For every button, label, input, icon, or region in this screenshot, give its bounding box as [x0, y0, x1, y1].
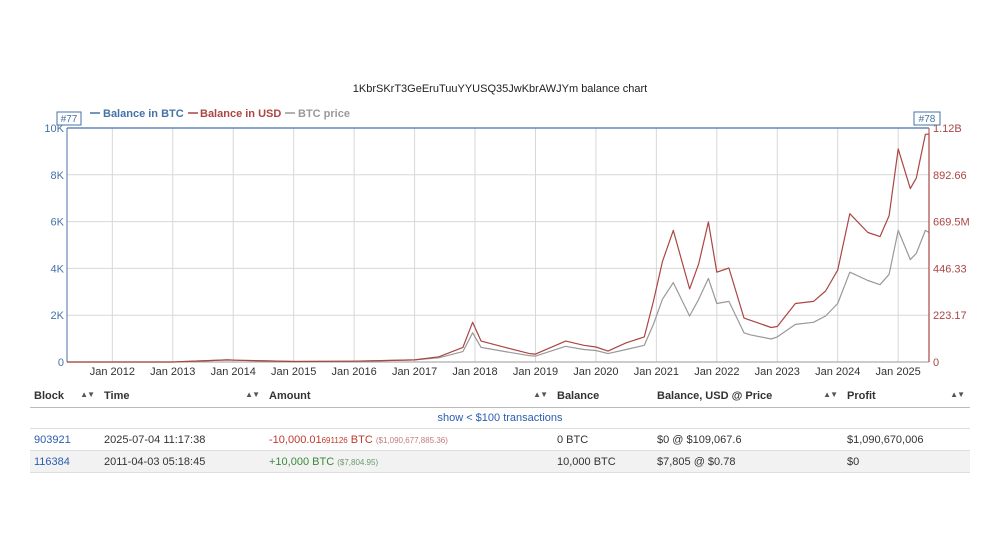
tx-balance-usd: $7,805 @ $0.78 — [657, 455, 736, 468]
y-right-tick-label: 669.5M — [933, 217, 970, 229]
x-tick-label: Jan 2024 — [815, 366, 860, 378]
col-time-header[interactable]: Time ▲▼ — [104, 390, 260, 402]
grid-lines — [66, 127, 930, 363]
table-header: Block ▲▼ Time ▲▼ Amount ▲▼ Balance Balance,… — [30, 385, 970, 408]
y-right-tick-label: 0 — [933, 357, 939, 369]
x-tick-label: Jan 2016 — [331, 366, 376, 378]
table-row: 903921 2025-07-04 11:17:38 -10,000.01691… — [30, 429, 970, 451]
col-balance-usd-header[interactable]: Balance, USD @ Price ▲▼ — [657, 390, 838, 402]
y-left-tick-label: 6K — [51, 217, 65, 229]
x-tick-label: Jan 2022 — [694, 366, 739, 378]
col-block-header[interactable]: Block ▲▼ — [34, 390, 95, 402]
legend-balance-btc[interactable]: Balance in BTC — [103, 108, 184, 120]
sort-icon[interactable]: ▲▼ — [823, 390, 838, 399]
legend-btc-price[interactable]: BTC price — [298, 108, 350, 120]
col-balance-header[interactable]: Balance — [557, 390, 600, 402]
show-small-transactions-row: show < $100 transactions — [30, 408, 970, 429]
show-small-transactions-link[interactable]: show < $100 transactions — [437, 412, 563, 424]
x-tick-label: Jan 2017 — [392, 366, 437, 378]
chart-title: 1KbrSKrT3GeEruTuuYYUSQ35JwKbrAWJYm balan… — [353, 83, 647, 95]
y-right-tick-label: 446.33 — [933, 263, 967, 275]
y-right-tick-label: 1.12B — [933, 123, 962, 135]
balance-chart: 1KbrSKrT3GeEruTuuYYUSQ35JwKbrAWJYm balan… — [44, 83, 970, 378]
block-link[interactable]: 903921 — [34, 433, 71, 446]
y-right-tick-label: 892.66 — [933, 170, 967, 182]
x-tick-label: Jan 2013 — [150, 366, 195, 378]
x-tick-label: Jan 2014 — [211, 366, 256, 378]
tx-profit: $1,090,670,006 — [847, 433, 924, 446]
x-tick-label: Jan 2020 — [573, 366, 618, 378]
transactions-table: Block ▲▼ Time ▲▼ Amount ▲▼ Balance Balance,… — [30, 385, 970, 473]
sort-icon[interactable]: ▲▼ — [950, 390, 965, 399]
tx-amount: +10,000 BTC ($7,804.95) — [269, 455, 379, 468]
tx-time: 2011-04-03 05:18:45 — [104, 455, 206, 468]
y-left-tick-label: 10K — [44, 123, 64, 135]
y-axis-right-ticks: 0 223.17 446.33 669.5M 892.66 1.12B — [933, 123, 970, 369]
sort-icon[interactable]: ▲▼ — [80, 390, 95, 399]
btc-price-line — [67, 229, 930, 363]
y-right-tick-label: 223.17 — [933, 310, 967, 322]
chart-legend[interactable]: Balance in BTC Balance in USD BTC price — [90, 108, 350, 120]
x-tick-label: Jan 2018 — [452, 366, 497, 378]
y-left-tick-label: 2K — [51, 310, 65, 322]
block-link[interactable]: 116384 — [34, 455, 70, 468]
tx-profit: $0 — [847, 455, 860, 468]
x-tick-label: Jan 2015 — [271, 366, 316, 378]
x-tick-label: Jan 2023 — [755, 366, 800, 378]
end-marker-label: #78 — [919, 114, 936, 125]
x-tick-label: Jan 2025 — [876, 366, 921, 378]
y-left-tick-label: 8K — [51, 170, 65, 182]
tx-balance: 10,000 BTC — [557, 455, 616, 468]
col-profit-header[interactable]: Profit ▲▼ — [847, 390, 965, 402]
y-left-tick-label: 4K — [51, 263, 65, 275]
end-marker: #78 — [913, 111, 941, 126]
tx-balance: 0 BTC — [557, 433, 589, 446]
legend-balance-usd[interactable]: Balance in USD — [200, 108, 281, 120]
series-lines — [67, 127, 930, 363]
x-tick-label: Jan 2012 — [90, 366, 135, 378]
y-left-tick-label: 0 — [58, 357, 64, 369]
x-tick-label: Jan 2019 — [513, 366, 558, 378]
x-tick-label: Jan 2021 — [634, 366, 679, 378]
y-axis-left-ticks: 0 2K 4K 6K 8K 10K — [44, 123, 64, 369]
start-marker-label: #77 — [61, 114, 78, 125]
balance-in-usd-line — [67, 133, 930, 363]
start-marker: #77 — [56, 111, 82, 126]
sort-icon[interactable]: ▲▼ — [245, 390, 260, 399]
x-axis-ticks: Jan 2012 Jan 2013 Jan 2014 Jan 2015 Jan 2016… — [90, 366, 921, 378]
sort-icon[interactable]: ▲▼ — [533, 390, 548, 399]
col-amount-header[interactable]: Amount ▲▼ — [269, 390, 548, 402]
tx-time: 2025-07-04 11:17:38 — [104, 433, 206, 446]
table-row: 116384 2011-04-03 05:18:45 +10,000 BTC (… — [30, 451, 970, 473]
tx-balance-usd: $0 @ $109,067.6 — [657, 433, 742, 446]
tx-amount: -10,000.01691126 BTC ($1,090,677,885.36) — [269, 433, 448, 446]
